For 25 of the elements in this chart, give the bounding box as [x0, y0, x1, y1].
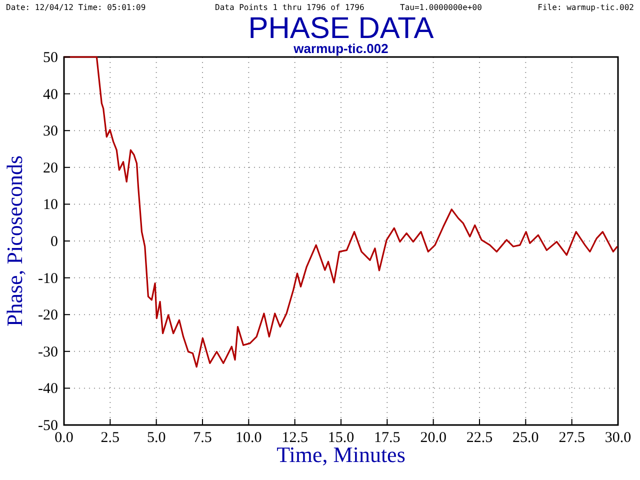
y-tick-label: 20 [43, 160, 58, 176]
text: File: warmup-tic.002 [538, 3, 634, 12]
y-tick-label: 40 [43, 86, 58, 103]
y-tick-label: 30 [43, 124, 58, 140]
y-axis-title: Phase, Picoseconds [2, 155, 27, 327]
x-tick-label: 27.5 [558, 430, 585, 446]
y-tick-label: -40 [38, 381, 58, 398]
x-tick-label: 25.0 [512, 430, 539, 446]
x-tick-label: 5.0 [146, 430, 166, 446]
line-series [63, 56, 618, 368]
y-tick-label: -30 [38, 344, 58, 360]
text: Tau=1.0000000e+00 [400, 3, 482, 12]
x-tick-label: 10.0 [236, 430, 262, 446]
y-tick-label: -10 [38, 270, 58, 287]
y-tick-label: -20 [38, 308, 58, 324]
x-tick-label: 30.0 [604, 430, 632, 446]
y-tick-label: 0 [50, 234, 58, 250]
y-tick-label: 50 [43, 50, 58, 66]
x-tick-label: 22.5 [466, 430, 493, 446]
x-tick-label: 7.5 [193, 430, 212, 446]
y-tick-label: 10 [43, 197, 58, 214]
x-tick-label: 2.5 [100, 430, 120, 446]
x-tick-label: 20.0 [420, 430, 446, 446]
text: Date: 12/04/12 Time: 05:01:09 [6, 3, 146, 12]
text: Data Points 1 thru 1796 of 1796 [215, 3, 364, 12]
